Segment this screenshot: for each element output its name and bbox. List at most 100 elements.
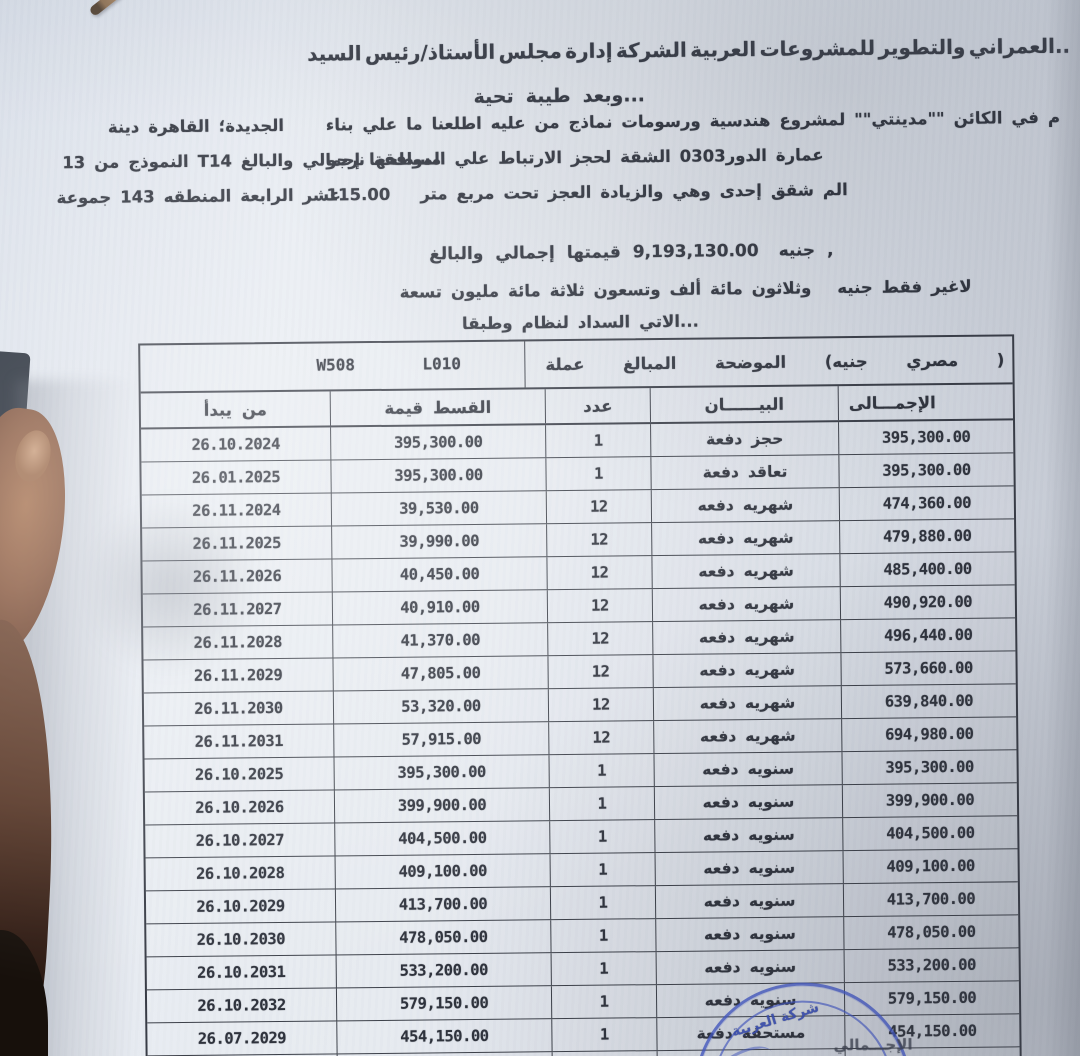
word-token: 115.00 [326,184,391,205]
word-token: علي [454,148,490,169]
cell-start-date: 26.07.2029 [147,1021,338,1056]
cell-total: 485,400.00 [883,559,972,579]
word-token: ما [406,114,423,134]
word-token: العربية [690,36,757,62]
word-token: دفعه [703,892,740,911]
clipped-summary-line: الإجـــمالي [833,1035,922,1054]
cell-count: 12 [549,721,655,755]
cell-installment: 395,300.00 [331,458,547,493]
cell-installment: 409,100.00 [335,854,551,889]
word-token: عمارة [775,145,824,165]
cell-total: 474,360.00 [882,493,972,513]
word-token: والبالغ [240,150,294,171]
cell-start-date: 26.11.2029 [143,658,334,693]
word-token: مليون [450,281,500,302]
cell-count: 12 [548,622,654,656]
word-token: للمشروعات [759,35,876,61]
word-token: سنويه [748,825,795,845]
word-token: والبالغ [429,243,484,265]
cell-installment: 53,320.00 [333,689,550,724]
body-line-1-text: بناء علي ما اطلعنا عليه من نماذج ورسومات هندسية ل… [326,108,1080,135]
word-token: المبالغ [622,353,677,373]
cell-total: 413,700.00 [886,889,976,909]
cell-installment: 533,200.00 [336,953,552,988]
cell-description: دفعة تعاقد [651,455,840,490]
word-token: شهريه [744,693,796,713]
word-token: لحجز [570,147,612,167]
word-token: (جنيه [824,351,868,371]
cell-count: 12 [547,556,653,590]
word-token: 03الدور03 [679,145,767,166]
word-token: نرجو [326,150,366,170]
word-token: تحت [503,183,540,203]
word-token: الأستاذ/رئيس [364,39,496,66]
word-token: الرابعة [240,185,294,206]
cell-total: 496,440.00 [883,625,973,645]
word-token: القسط [432,397,492,417]
word-token: تحية [473,85,514,108]
word-token: من [241,399,268,419]
word-token: دفعه [698,595,735,614]
word-token: الجديدة؛ [218,115,285,136]
payment-plan-intro-line: وطبقا لنظام السداد الاتي... [462,311,708,333]
word-token: حجز [751,429,784,449]
word-token: إجمالي [495,243,555,264]
word-token: عملة [545,354,585,374]
word-token: في [1011,108,1040,128]
installment-schedule-table: W508 L010 عملة المبالغ الموضحة (جنيه مصري) ي… [138,334,1022,1056]
cell-start-date: 26.11.2025 [142,526,333,561]
word-token: علي [362,114,398,135]
word-token: الشقة [620,146,671,167]
cell-installment: 40,910.00 [332,590,549,625]
cell-count: 12 [547,523,653,557]
cell-count: 1 [546,424,652,458]
cell-start-date: 26.11.2030 [143,691,335,726]
cell-count: 1 [552,1018,658,1052]
table-body: 26.10.2024 395,300.00 1 دفعة حجز 395,300.00 26… [141,420,1020,1056]
word-token: 13 [62,153,86,173]
word-token: الإجـــمالي [833,1035,913,1055]
word-token: تعاقد [747,462,788,482]
cell-total: 395,300.00 [882,460,971,480]
cell-installment: 454,150.00 [337,1019,553,1054]
form-codes-cell: W508 L010 [140,341,526,392]
word-token: العجز [547,182,592,203]
word-token: جموعة [56,187,112,208]
body-line-1-wrap-tail: دينة القاهرة الجديدة؛ [108,116,293,137]
word-token: سنويه [749,924,796,944]
word-token: دفعه [699,661,736,680]
cell-start-date: 26.11.2031 [144,724,335,759]
word-token: الاتي... [639,311,699,332]
cell-total: 479,880.00 [882,526,972,546]
cell-description: دفعه سنويه [654,785,844,820]
cell-description: دفعه شهريه [652,587,842,622]
word-token: 143 [120,187,155,207]
word-token: عدد [583,396,613,416]
word-token: مجلس [498,39,562,64]
cell-start-date: 26.10.2024 [141,427,332,462]
word-token: شهريه [743,561,794,581]
cell-start-date: 26.01.2025 [141,460,332,495]
word-token: دفعه [702,793,739,812]
word-token: مائة [507,281,541,301]
word-token: الموضحة [714,352,787,372]
word-token: الموافقة [373,149,446,170]
cell-count: 12 [548,688,655,722]
word-token: شهريه [744,627,795,647]
word-token: من [534,113,560,133]
word-token: مائة [710,279,743,299]
cell-start-date: 26.10.2026 [144,790,336,825]
word-token: السداد [577,312,631,332]
cell-description: دفعه سنويه [656,950,845,985]
cell-start-date: 26.10.2028 [145,856,336,891]
word-token: طيبة [525,84,571,108]
word-token: دفعه [697,496,734,515]
cell-total: 399,900.00 [885,790,975,810]
cell-total: 490,920.00 [883,592,973,612]
cell-description: دفعه سنويه [655,851,844,886]
cell-installment: 41,370.00 [333,623,549,658]
word-token: البيــــــان [704,394,785,415]
word-token: سنويه [747,792,795,812]
cell-description: دفعه سنويه [655,818,844,853]
